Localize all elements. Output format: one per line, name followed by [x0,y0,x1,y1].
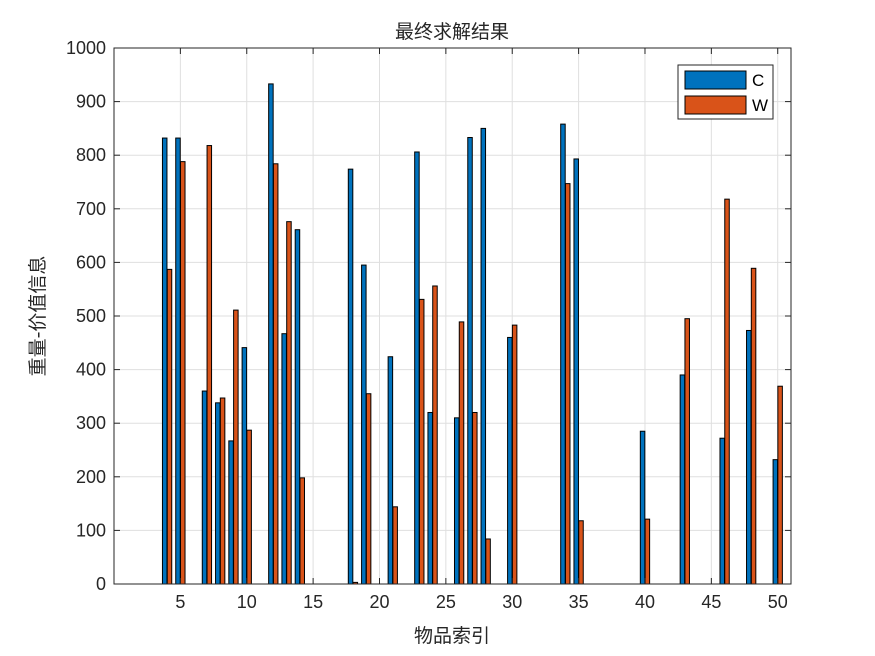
bar-c-5 [175,137,181,585]
x-tick-label: 20 [369,592,389,612]
x-tick-label: 15 [303,592,323,612]
y-tick-label: 200 [76,467,106,487]
bar-c-21 [387,356,394,585]
bar-c-30 [507,336,513,585]
y-tick-label: 0 [96,574,106,594]
x-axis-ticks: 5 10 15 20 25 30 35 40 45 50 [175,48,788,612]
bar-w-7 [206,145,213,585]
bar-w-24 [432,285,438,585]
bar-c-26 [453,417,460,585]
legend-label-w: W [752,96,768,115]
bar-c-7 [201,390,208,585]
bar-w-43 [684,318,690,585]
bar-c-46 [719,437,725,585]
bar-w-23 [418,298,425,585]
legend-swatch-w [684,95,747,115]
bar-w-35 [578,520,584,585]
bar-c-43 [679,374,686,585]
bar-w-19 [365,393,372,585]
bar-w-10 [246,429,252,585]
bar-w-50 [777,385,783,585]
bar-c-10 [241,347,248,585]
bar-w-34 [564,183,571,585]
bar-c-28 [480,127,487,585]
x-tick-label: 30 [502,592,522,612]
x-tick-label: 5 [175,592,185,612]
bar-c-48 [746,329,752,585]
y-tick-label: 1000 [66,38,106,58]
bar-c-13 [281,333,287,585]
y-tick-label: 600 [76,252,106,272]
bar-c-14 [294,229,301,585]
bar-w-13 [286,221,292,585]
bar-c-8 [215,402,221,585]
x-tick-label: 35 [569,592,589,612]
y-tick-label: 300 [76,413,106,433]
bar-w-28 [485,538,491,585]
legend-swatch-c [684,70,747,90]
bar-c-40 [639,430,646,585]
bar-w-9 [233,309,239,585]
legend: C W [677,64,774,120]
bar-w-12 [272,163,279,585]
y-tick-label: 100 [76,520,106,540]
bar-c-24 [427,411,433,585]
bar-c-19 [361,264,367,585]
y-tick-label: 900 [76,92,106,112]
bar-w-4 [166,268,173,585]
y-axis-label: 重量-价值信息 [27,256,49,377]
x-axis-label: 物品索引 [414,625,490,647]
bar-w-27 [472,411,478,585]
bar-c-27 [467,137,473,585]
bar-c-4 [161,137,168,585]
bar-c-23 [414,151,420,585]
bar-w-46 [724,198,730,585]
x-tick-label: 40 [635,592,655,612]
y-tick-label: 400 [76,360,106,380]
legend-label-c: C [752,71,764,90]
y-tick-label: 500 [76,306,106,326]
bar-w-30 [511,324,518,585]
x-tick-label: 50 [768,592,788,612]
bar-c-50 [772,459,779,585]
x-tick-label: 45 [701,592,721,612]
bar-w-5 [180,161,186,585]
chart-title: 最终求解结果 [395,21,509,43]
y-tick-label: 700 [76,199,106,219]
y-tick-label: 800 [76,145,106,165]
bar-c-34 [560,123,566,585]
bar-w-8 [219,397,226,585]
x-tick-label: 25 [436,592,456,612]
bar-w-21 [392,506,398,585]
bar-c-35 [573,158,579,585]
bar-w-48 [750,267,757,585]
x-tick-label: 10 [237,592,257,612]
bar-w-40 [644,518,651,585]
y-axis-ticks: 0 100 200 300 400 500 600 700 800 900 1000 [66,38,791,594]
bar-c-9 [228,440,234,585]
bar-c-18 [347,168,354,585]
bar-w-26 [458,321,465,585]
bar-w-14 [299,477,305,585]
bar-c-12 [268,83,274,585]
